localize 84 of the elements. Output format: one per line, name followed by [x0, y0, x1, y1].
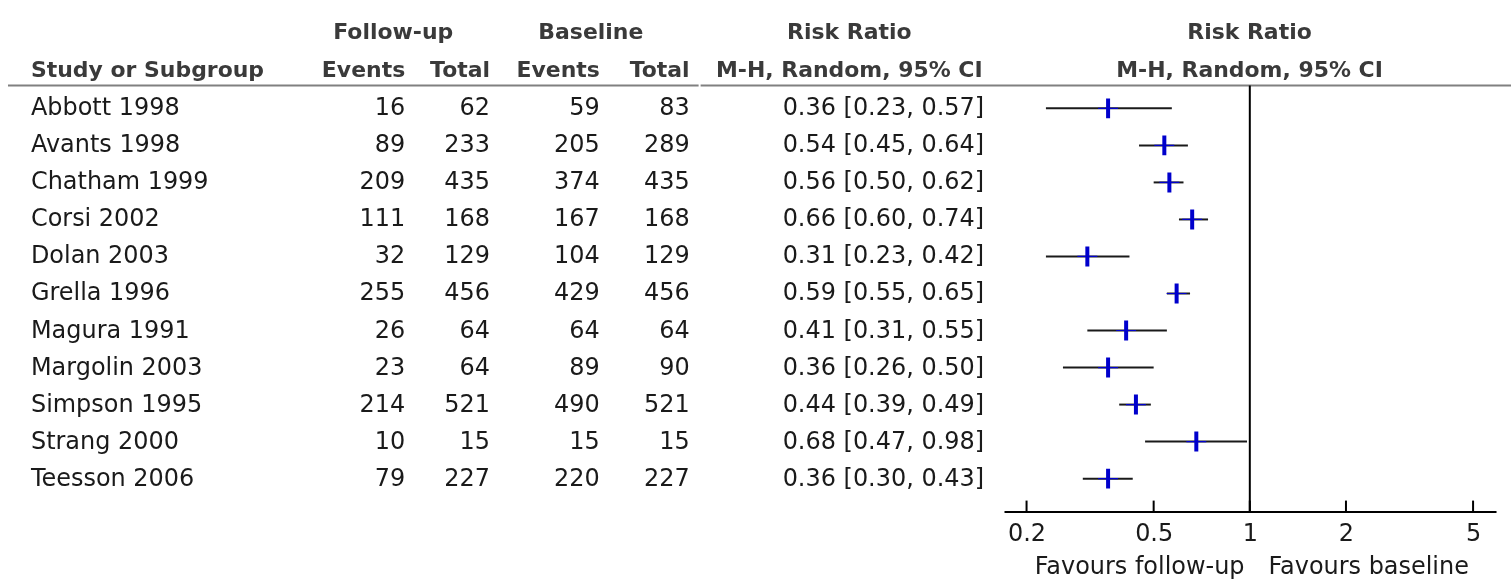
data-label: 205 [554, 130, 600, 159]
category-label: Margolin 2003 [30, 352, 203, 381]
x-tick-label: 5 [1465, 519, 1482, 548]
data-label: 59 [569, 93, 600, 122]
data-label: 456 [643, 278, 690, 307]
data-label: 26 [374, 315, 406, 344]
data-label: 435 [444, 167, 491, 196]
data-label: 456 [444, 278, 491, 307]
data-label: 15 [569, 426, 600, 455]
data-label: 32 [374, 241, 406, 270]
data-label: 490 [554, 389, 600, 418]
data-label: 83 [659, 93, 690, 122]
x-tick-label: 0.2 [1008, 519, 1047, 548]
data-label: 435 [643, 167, 690, 196]
category-label: Avants 1998 [30, 130, 181, 159]
data-label: 521 [444, 389, 491, 418]
data-label: 15 [459, 426, 491, 455]
data-label: 0.41 [0.31, 0.55] [782, 315, 985, 344]
text: Study or Subgroup [30, 57, 265, 83]
data-label: 0.36 [0.23, 0.57] [782, 93, 985, 122]
data-label: 168 [643, 204, 690, 233]
data-label: 15 [659, 426, 690, 455]
data-label: 0.56 [0.50, 0.62] [782, 167, 985, 196]
data-label: 168 [444, 204, 491, 233]
text: M-H, Random, 95% CI [716, 57, 983, 83]
data-label: 227 [643, 463, 690, 492]
data-label: 289 [643, 130, 690, 159]
text: Risk Ratio [787, 18, 912, 44]
category-label: Strang 2000 [30, 426, 179, 455]
data-label: 64 [459, 352, 491, 381]
data-label: 62 [459, 93, 491, 122]
data-label: 64 [569, 315, 600, 344]
text: Events [321, 57, 406, 83]
data-label: 0.54 [0.45, 0.64] [782, 130, 985, 159]
text: Total [430, 57, 491, 83]
data-label: 104 [554, 241, 600, 270]
text: Favours baseline [1268, 552, 1469, 581]
x-tick-label: 0.5 [1135, 519, 1174, 548]
text: Favours follow-up [1034, 552, 1245, 581]
data-label: 0.31 [0.23, 0.42] [782, 241, 985, 270]
data-label: 10 [374, 426, 406, 455]
data-label: 233 [444, 130, 491, 159]
data-label: 374 [554, 167, 600, 196]
data-label: 0.36 [0.26, 0.50] [782, 352, 985, 381]
data-label: 0.59 [0.55, 0.65] [782, 278, 985, 307]
chart-subtitle: M-H, Random, 95% CI [1116, 57, 1383, 83]
data-label: 90 [659, 352, 690, 381]
x-tick-label: 2 [1338, 519, 1355, 548]
data-label: 255 [359, 278, 406, 307]
category-label: Corsi 2002 [30, 204, 160, 233]
category-label: Dolan 2003 [30, 241, 170, 270]
text: Baseline [538, 18, 644, 44]
data-label: 521 [643, 389, 690, 418]
data-label: 64 [659, 315, 690, 344]
data-label: 89 [374, 130, 406, 159]
category-label: Teesson 2006 [29, 463, 195, 492]
data-label: 16 [374, 93, 406, 122]
category-label: Grella 1996 [30, 278, 171, 307]
data-label: 111 [359, 204, 406, 233]
data-label: 129 [444, 241, 491, 270]
category-label: Magura 1991 [30, 315, 190, 344]
data-label: 167 [554, 204, 600, 233]
data-label: 209 [359, 167, 406, 196]
data-label: 227 [444, 463, 491, 492]
data-label: 129 [643, 241, 690, 270]
category-label: Simpson 1995 [30, 389, 203, 418]
chart-title: Risk Ratio [1187, 18, 1312, 44]
data-label: 0.36 [0.30, 0.43] [782, 463, 985, 492]
data-label: 214 [359, 389, 406, 418]
text: Total [629, 57, 690, 83]
text: Events [516, 57, 600, 83]
data-label: 220 [554, 463, 600, 492]
x-tick-label: 1 [1242, 519, 1258, 548]
text: Follow-up [333, 18, 454, 44]
category-label: Chatham 1999 [30, 167, 209, 196]
data-label: 23 [374, 352, 406, 381]
data-label: 429 [554, 278, 600, 307]
data-label: 0.66 [0.60, 0.74] [782, 204, 985, 233]
data-label: 79 [374, 463, 406, 492]
data-label: 89 [569, 352, 600, 381]
data-label: 0.44 [0.39, 0.49] [782, 389, 985, 418]
data-label: 64 [459, 315, 491, 344]
category-label: Abbott 1998 [30, 93, 180, 122]
data-label: 0.68 [0.47, 0.98] [782, 426, 985, 455]
